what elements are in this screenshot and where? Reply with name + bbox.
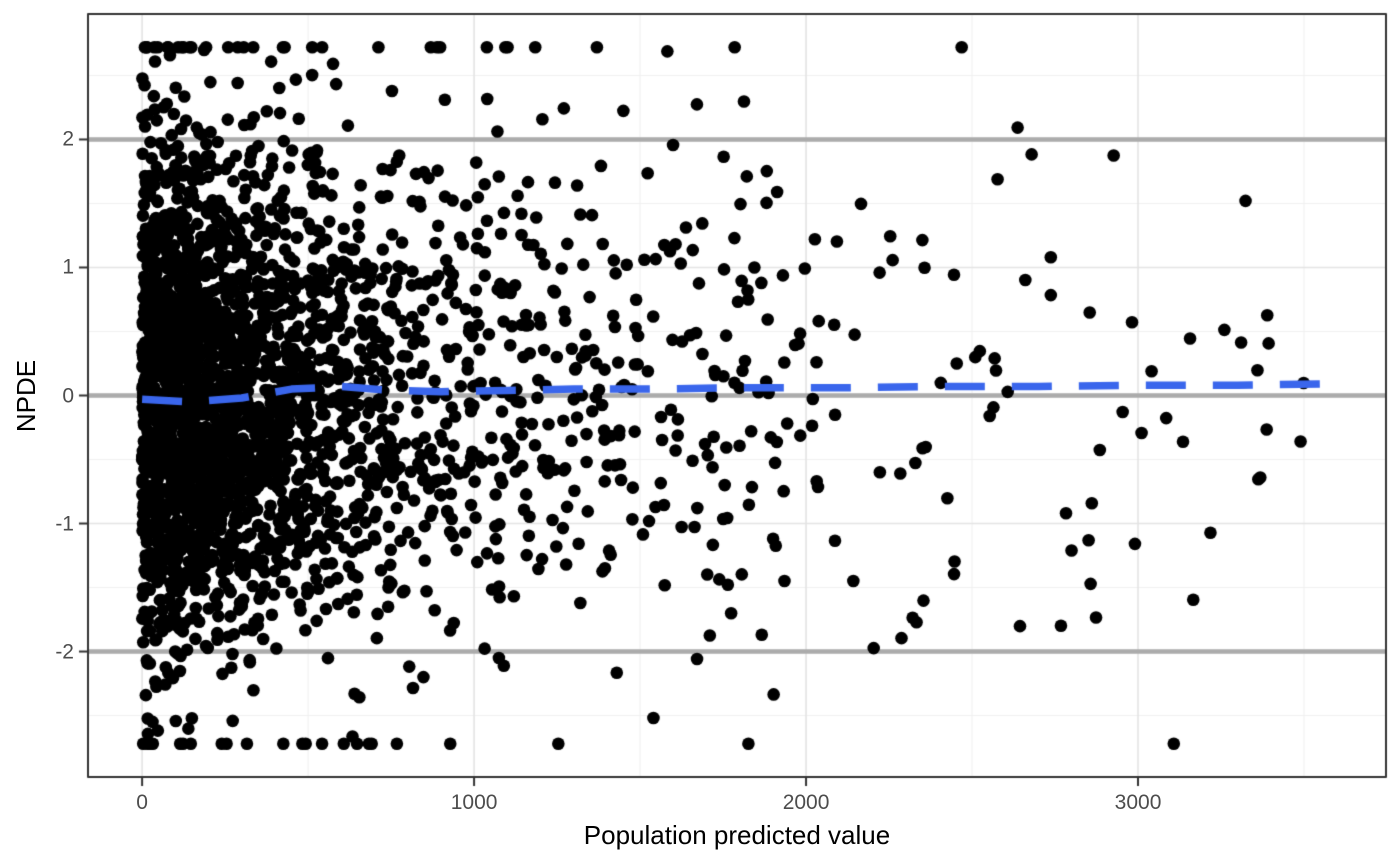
y-tick-label-1: 1 [62, 255, 74, 279]
y-tick-label--2: -2 [55, 640, 74, 664]
y-axis-title: NPDE [11, 359, 41, 432]
y-tick-label--1: -1 [55, 512, 74, 536]
y-tick-label-0: 0 [62, 384, 74, 407]
x-tick-label-2000: 2000 [782, 791, 830, 814]
y-tick-label-2: 2 [62, 127, 74, 151]
x-tick-label-1000: 1000 [450, 791, 498, 814]
x-axis-title: Population predicted value [583, 820, 891, 850]
x-tick-label-3000: 3000 [1114, 791, 1162, 814]
x-tick-label-0: 0 [136, 791, 148, 814]
